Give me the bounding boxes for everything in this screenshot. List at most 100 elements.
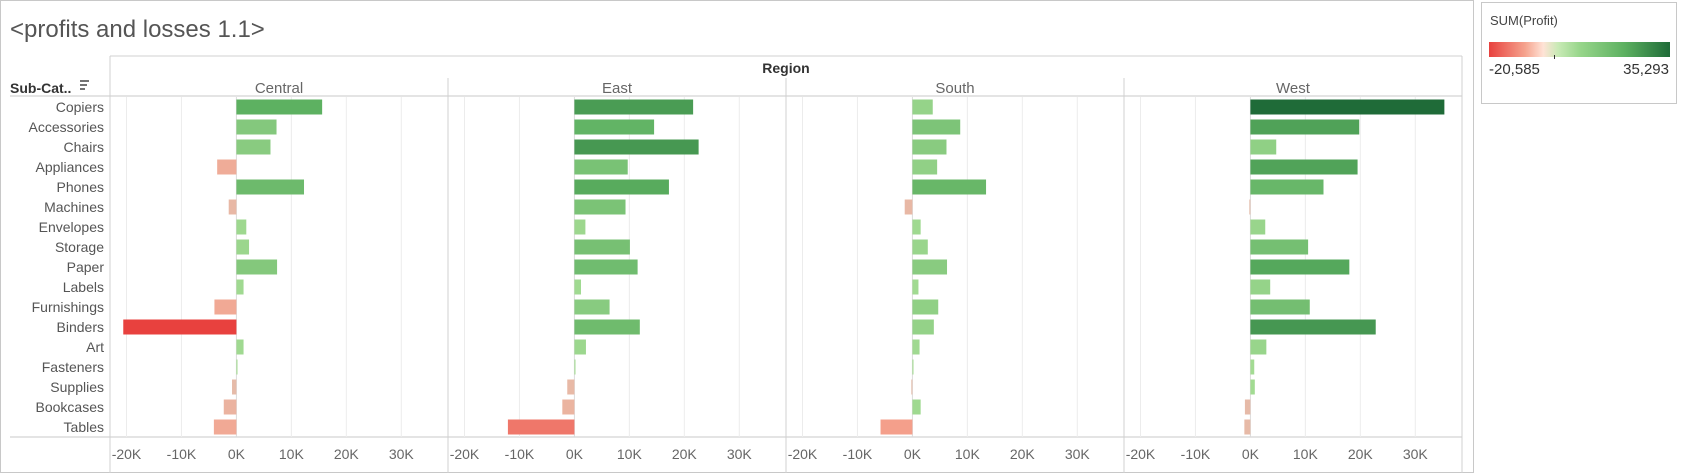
bar-chart: Region Sub-Cat.. Central -20K -10K 0K 10K 20K 30… bbox=[10, 55, 1463, 473]
bar-east-furnishings[interactable] bbox=[574, 299, 610, 315]
bar-central-accessories[interactable] bbox=[236, 119, 277, 135]
category-label: Supplies bbox=[50, 379, 104, 395]
bar-central-machines[interactable] bbox=[228, 199, 237, 215]
x-tick-label: 10K bbox=[1293, 446, 1319, 462]
bar-east-accessories[interactable] bbox=[574, 119, 655, 135]
bar-east-tables[interactable] bbox=[507, 419, 575, 435]
sheet-title: <profits and losses 1.1> bbox=[10, 16, 265, 43]
bar-south-phones[interactable] bbox=[912, 179, 987, 195]
bar-west-art[interactable] bbox=[1250, 339, 1267, 355]
x-tick-label: 30K bbox=[1403, 446, 1429, 462]
bar-south-binders[interactable] bbox=[912, 319, 934, 335]
category-label: Storage bbox=[55, 239, 104, 255]
x-tick-label: -20K bbox=[1126, 446, 1156, 462]
x-tick-label: -20K bbox=[450, 446, 480, 462]
bar-central-envelopes[interactable] bbox=[236, 219, 247, 235]
bar-west-paper[interactable] bbox=[1250, 259, 1350, 275]
bar-west-accessories[interactable] bbox=[1250, 119, 1360, 135]
bar-west-tables[interactable] bbox=[1244, 419, 1251, 435]
bar-west-furnishings[interactable] bbox=[1250, 299, 1310, 315]
bar-east-storage[interactable] bbox=[574, 239, 630, 255]
bar-central-copiers[interactable] bbox=[236, 99, 323, 115]
bar-south-bookcases[interactable] bbox=[912, 399, 921, 415]
bar-central-furnishings[interactable] bbox=[214, 299, 237, 315]
bar-east-appliances[interactable] bbox=[574, 159, 628, 175]
bar-east-copiers[interactable] bbox=[574, 99, 694, 115]
bar-central-paper[interactable] bbox=[236, 259, 278, 275]
bar-east-paper[interactable] bbox=[574, 259, 638, 275]
bar-south-accessories[interactable] bbox=[912, 119, 961, 135]
category-label: Furnishings bbox=[32, 299, 104, 315]
bar-south-art[interactable] bbox=[912, 339, 920, 355]
color-legend: SUM(Profit) -20,585 35,293 bbox=[1481, 2, 1677, 104]
bar-east-bookcases[interactable] bbox=[562, 399, 575, 415]
pane-header-south: South bbox=[935, 80, 974, 97]
pane-header-central: Central bbox=[255, 80, 303, 97]
x-tick-label: 20K bbox=[1010, 446, 1036, 462]
bar-west-binders[interactable] bbox=[1250, 319, 1376, 335]
bar-west-copiers[interactable] bbox=[1250, 99, 1445, 115]
bar-south-envelopes[interactable] bbox=[912, 219, 921, 235]
bar-central-labels[interactable] bbox=[236, 279, 244, 295]
bar-central-tables[interactable] bbox=[213, 419, 237, 435]
bar-west-bookcases[interactable] bbox=[1244, 399, 1251, 415]
bar-south-supplies[interactable] bbox=[911, 379, 913, 395]
pane-header-east: East bbox=[602, 80, 633, 97]
x-tick-label: -10K bbox=[1181, 446, 1211, 462]
x-tick-label: 0K bbox=[904, 446, 922, 462]
bar-central-storage[interactable] bbox=[236, 239, 250, 255]
bar-east-envelopes[interactable] bbox=[574, 219, 586, 235]
x-tick-label: -10K bbox=[505, 446, 535, 462]
bar-west-chairs[interactable] bbox=[1250, 139, 1277, 155]
bar-south-machines[interactable] bbox=[904, 199, 913, 215]
category-label: Envelopes bbox=[39, 219, 104, 235]
bar-south-paper[interactable] bbox=[912, 259, 948, 275]
bar-south-appliances[interactable] bbox=[912, 159, 938, 175]
bar-east-machines[interactable] bbox=[574, 199, 626, 215]
x-tick-label: 30K bbox=[727, 446, 753, 462]
bar-south-fasteners[interactable] bbox=[912, 359, 914, 375]
bar-south-furnishings[interactable] bbox=[912, 299, 939, 315]
legend-color-ramp[interactable] bbox=[1489, 42, 1670, 57]
bar-central-chairs[interactable] bbox=[236, 139, 271, 155]
bar-central-bookcases[interactable] bbox=[223, 399, 237, 415]
category-label: Phones bbox=[57, 179, 104, 195]
x-tick-label: 20K bbox=[334, 446, 360, 462]
sort-icon[interactable] bbox=[80, 80, 89, 90]
bar-central-phones[interactable] bbox=[236, 179, 305, 195]
bar-west-supplies[interactable] bbox=[1250, 379, 1255, 395]
bar-west-fasteners[interactable] bbox=[1250, 359, 1255, 375]
bar-west-machines[interactable] bbox=[1249, 199, 1251, 215]
bar-east-phones[interactable] bbox=[574, 179, 669, 195]
bar-east-fasteners[interactable] bbox=[574, 359, 576, 375]
bar-east-art[interactable] bbox=[574, 339, 586, 355]
bar-central-binders[interactable] bbox=[123, 319, 237, 335]
bar-east-supplies[interactable] bbox=[567, 379, 575, 395]
row-header-label: Sub-Cat.. bbox=[10, 80, 71, 96]
bar-central-supplies[interactable] bbox=[232, 379, 237, 395]
bar-west-phones[interactable] bbox=[1250, 179, 1324, 195]
bar-central-fasteners[interactable] bbox=[236, 359, 238, 375]
category-label: Copiers bbox=[56, 99, 104, 115]
bar-east-binders[interactable] bbox=[574, 319, 640, 335]
bar-west-envelopes[interactable] bbox=[1250, 219, 1266, 235]
bar-east-chairs[interactable] bbox=[574, 139, 699, 155]
legend-zero-tick bbox=[1554, 55, 1555, 59]
bar-south-storage[interactable] bbox=[912, 239, 928, 255]
bar-south-tables[interactable] bbox=[880, 419, 913, 435]
bar-west-appliances[interactable] bbox=[1250, 159, 1358, 175]
bar-east-labels[interactable] bbox=[574, 279, 582, 295]
x-tick-label: -20K bbox=[788, 446, 818, 462]
bar-south-labels[interactable] bbox=[912, 279, 919, 295]
category-label: Bookcases bbox=[36, 399, 104, 415]
bar-west-storage[interactable] bbox=[1250, 239, 1309, 255]
bar-south-chairs[interactable] bbox=[912, 139, 947, 155]
bar-south-copiers[interactable] bbox=[912, 99, 933, 115]
category-label: Art bbox=[86, 339, 104, 355]
category-label: Machines bbox=[44, 199, 104, 215]
bar-central-appliances[interactable] bbox=[217, 159, 237, 175]
bar-central-art[interactable] bbox=[236, 339, 244, 355]
category-label: Accessories bbox=[29, 119, 104, 135]
bar-west-labels[interactable] bbox=[1250, 279, 1271, 295]
category-label: Appliances bbox=[36, 159, 105, 175]
